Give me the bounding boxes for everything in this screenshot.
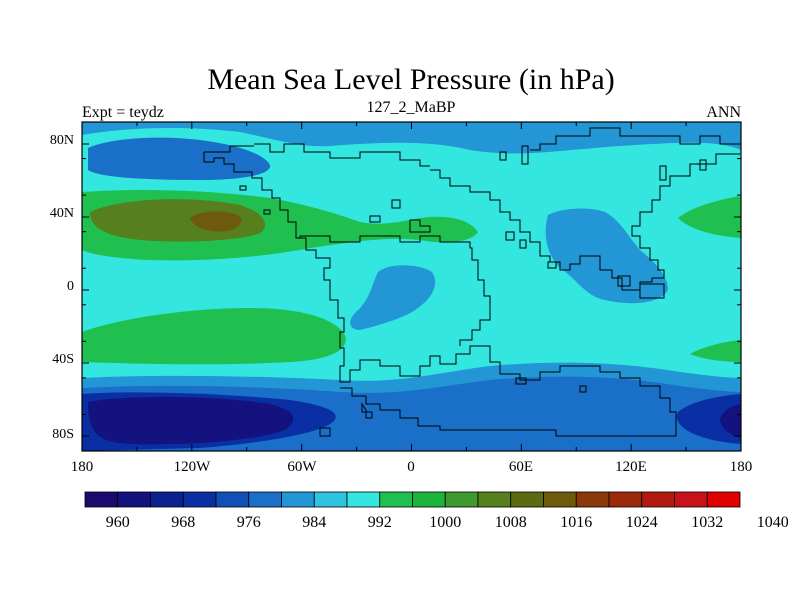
north-984-low [88, 137, 271, 180]
colorbar-swatch [379, 491, 413, 508]
east-1008-high [678, 196, 741, 238]
x-tick-label: 120W [174, 459, 212, 475]
x-tick-label: 120E [615, 459, 647, 475]
south-east-1008-high [690, 340, 741, 362]
north-1024-core [190, 211, 242, 232]
x-tick-label: 0 [407, 459, 415, 475]
colorbar-label: 1024 [626, 514, 658, 531]
x-tick-label: 60E [509, 459, 533, 475]
colorbar-swatch [84, 491, 119, 508]
subtitle-center: 127_2_MaBP [367, 99, 456, 116]
colorbar-swatch [608, 491, 643, 508]
subtitle-left: Expt = teydz [82, 104, 164, 121]
y-tick-label: 80S [52, 427, 74, 442]
colorbar-swatch [215, 491, 250, 508]
subtitle-right: ANN [706, 104, 741, 121]
y-tick-label: 40S [52, 352, 74, 367]
colorbar-swatch [477, 491, 512, 508]
south-968-low [88, 396, 294, 445]
colorbar-swatch [281, 491, 315, 508]
colorbar-label: 1000 [429, 514, 461, 531]
colorbar-label: 1008 [495, 514, 527, 531]
colorbar-label: 976 [237, 514, 261, 531]
x-tick-label: 180 [71, 459, 94, 475]
colorbar-swatch [117, 491, 151, 508]
y-axis-labels: 80N 40N 0 40S 80S [50, 133, 74, 442]
colorbar-swatch [313, 491, 348, 508]
colorbar [84, 491, 741, 508]
south-east-976-band [676, 394, 741, 444]
colorbar-label: 1032 [691, 514, 723, 531]
tick-marks [81, 121, 742, 452]
colorbar-swatch [543, 491, 577, 508]
coastlines [203, 127, 740, 437]
pressure-field [82, 122, 741, 451]
colorbar-label: 1040 [757, 514, 789, 531]
y-tick-label: 80N [50, 133, 74, 148]
colorbar-label: 960 [106, 514, 130, 531]
colorbar-swatch [575, 491, 610, 508]
colorbar-swatch [150, 491, 184, 508]
map-title: Mean Sea Level Pressure (in hPa) [207, 63, 614, 96]
south-1008-band [82, 308, 346, 365]
colorbar-label: 1016 [560, 514, 592, 531]
colorbar-swatch [248, 491, 282, 508]
colorbar-swatch [444, 491, 479, 508]
south-east-968-low [720, 404, 741, 438]
africa-992-low [350, 265, 436, 330]
colorbar-swatch [182, 491, 217, 508]
colorbar-swatch [641, 491, 675, 508]
x-tick-label: 180 [730, 459, 753, 475]
colorbar-label: 968 [171, 514, 195, 531]
asia-992-low [545, 208, 668, 304]
colorbar-swatch [510, 491, 544, 508]
x-tick-label: 60W [287, 459, 317, 475]
colorbar-swatch [674, 491, 708, 508]
colorbar-labels: 960 968 976 984 992 1000 1008 1016 1024 1032 1040 [106, 514, 789, 531]
colorbar-label: 992 [368, 514, 392, 531]
north-992-band [82, 122, 741, 154]
colorbar-swatch [706, 491, 741, 508]
colorbar-swatch [346, 491, 381, 508]
colorbar-swatch [412, 491, 446, 508]
x-axis-labels: 180 120W 60W 0 60E 120E 180 [71, 459, 753, 475]
y-tick-label: 40N [50, 206, 74, 221]
colorbar-label: 984 [302, 514, 326, 531]
y-tick-label: 0 [67, 279, 74, 294]
